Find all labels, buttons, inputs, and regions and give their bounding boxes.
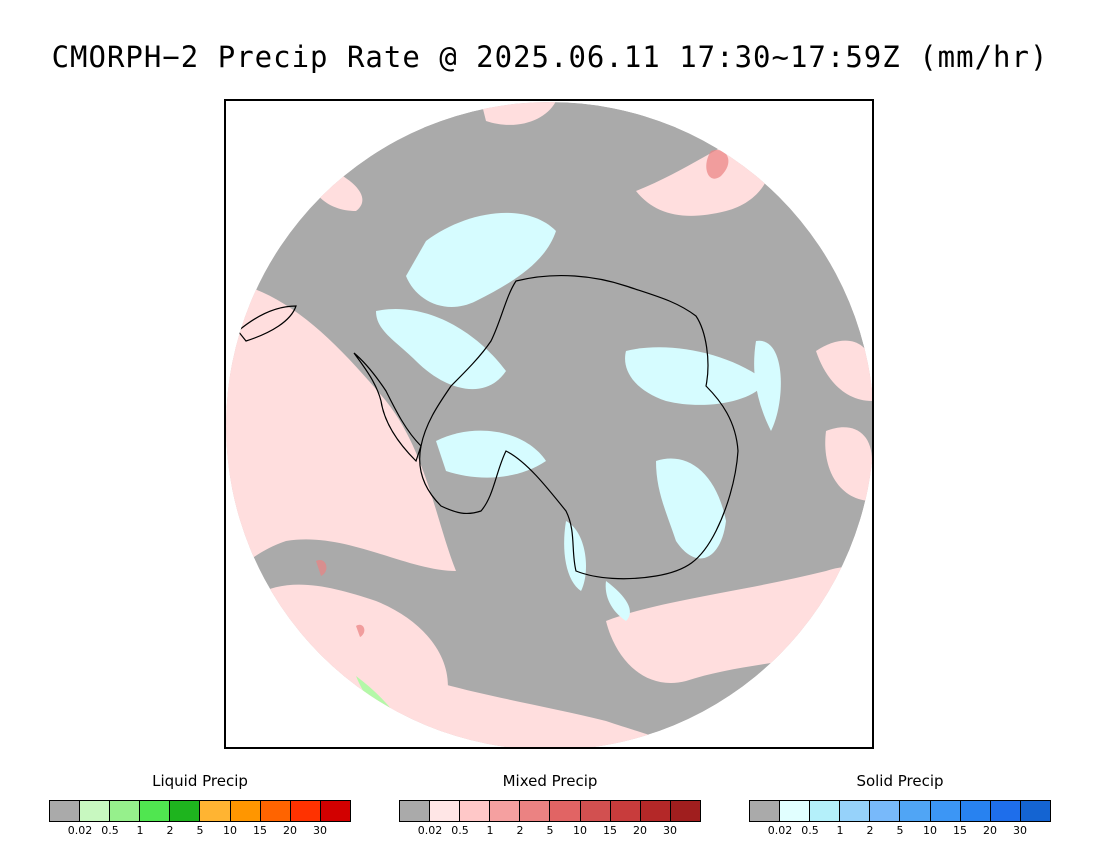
legend-tick-label: 1	[136, 824, 144, 837]
legend-swatch	[230, 801, 261, 821]
legend-swatch	[810, 801, 841, 821]
legend-title: Liquid Precip	[152, 772, 248, 790]
legend-tick-label: 5	[196, 824, 204, 837]
map-panel	[224, 99, 874, 749]
legend-swatch	[1020, 801, 1050, 821]
legend-swatch	[50, 801, 81, 821]
legend-tick-label: 0.5	[801, 824, 819, 837]
legend-swatches	[399, 800, 701, 822]
legend-swatch	[400, 801, 431, 821]
legend-swatch	[320, 801, 350, 821]
legend-swatch	[260, 801, 291, 821]
legend-swatch	[170, 801, 201, 821]
legend-ticks: 0.02 0.5 1 2 5 10 15 20 30	[49, 824, 351, 838]
legend-tick-label: 5	[546, 824, 554, 837]
antarctica-coastline	[419, 274, 739, 580]
legend-tick-label: 10	[573, 824, 587, 837]
legend-swatch	[140, 801, 171, 821]
legend-tick-label: 15	[253, 824, 267, 837]
legend-tick-label: 2	[866, 824, 874, 837]
legend-swatch	[640, 801, 671, 821]
legend-tick-label: 2	[516, 824, 524, 837]
antarctic-peninsula-coastline	[353, 352, 422, 463]
legend-title: Solid Precip	[856, 772, 944, 790]
legend-swatch	[750, 801, 781, 821]
legend-swatch	[520, 801, 551, 821]
legend-liquid: Liquid Precip 0.02 0.5 1 2 5 10 15 20 30	[49, 770, 351, 838]
legend-swatch	[870, 801, 901, 821]
legend-swatch	[580, 801, 611, 821]
legend-swatch	[780, 801, 811, 821]
legend-swatch	[550, 801, 581, 821]
legend-swatch	[610, 801, 641, 821]
legend-swatches	[49, 800, 351, 822]
legend-tick-label: 1	[836, 824, 844, 837]
legend-tick-label: 15	[603, 824, 617, 837]
legend-tick-label: 0.02	[67, 824, 93, 837]
legend-swatch	[670, 801, 700, 821]
legend-swatch	[990, 801, 1021, 821]
map-title: CMORPH−2 Precip Rate @ 2025.06.11 17:30~…	[51, 40, 1049, 74]
map-background-disk	[226, 102, 872, 747]
legend-title: Mixed Precip	[502, 772, 598, 790]
legend-swatch	[840, 801, 871, 821]
legend-swatches	[749, 800, 1051, 822]
legend-mixed: Mixed Precip 0.02 0.5 1 2 5 10 15 20 30	[399, 770, 701, 838]
mixed-precip-regions	[226, 102, 872, 747]
legend-tick-label: 20	[983, 824, 997, 837]
legend-tick-label: 5	[896, 824, 904, 837]
legend-swatch	[430, 801, 461, 821]
legend-tick-label: 0.5	[451, 824, 469, 837]
legend-tick-label: 10	[223, 824, 237, 837]
legend-ticks: 0.02 0.5 1 2 5 10 15 20 30	[749, 824, 1051, 838]
legend-tick-label: 1	[486, 824, 494, 837]
legend-ticks: 0.02 0.5 1 2 5 10 15 20 30	[399, 824, 701, 838]
legend-swatch	[110, 801, 141, 821]
legend-tick-label: 2	[166, 824, 174, 837]
solid-precip-regions	[376, 212, 781, 621]
legend-swatch	[930, 801, 961, 821]
legend-tick-label: 0.02	[417, 824, 443, 837]
legend-swatch	[960, 801, 991, 821]
legend-swatch	[290, 801, 321, 821]
polar-map	[226, 102, 872, 747]
legend-swatch	[490, 801, 521, 821]
legend-swatch	[460, 801, 491, 821]
legend-tick-label: 30	[313, 824, 327, 837]
south-america-tip-coastline	[237, 305, 297, 342]
legend-solid: Solid Precip 0.02 0.5 1 2 5 10 15 20 30	[749, 770, 1051, 838]
legend-swatch	[200, 801, 231, 821]
legend-tick-label: 20	[283, 824, 297, 837]
legend-swatch	[900, 801, 931, 821]
mixed-precip-intense	[316, 150, 729, 637]
legend-tick-label: 20	[633, 824, 647, 837]
legend-tick-label: 15	[953, 824, 967, 837]
legend-swatch	[80, 801, 111, 821]
legend-tick-label: 0.5	[101, 824, 119, 837]
legend-tick-label: 30	[663, 824, 677, 837]
legend-tick-label: 0.02	[767, 824, 793, 837]
legend-tick-label: 30	[1013, 824, 1027, 837]
legend-tick-label: 10	[923, 824, 937, 837]
